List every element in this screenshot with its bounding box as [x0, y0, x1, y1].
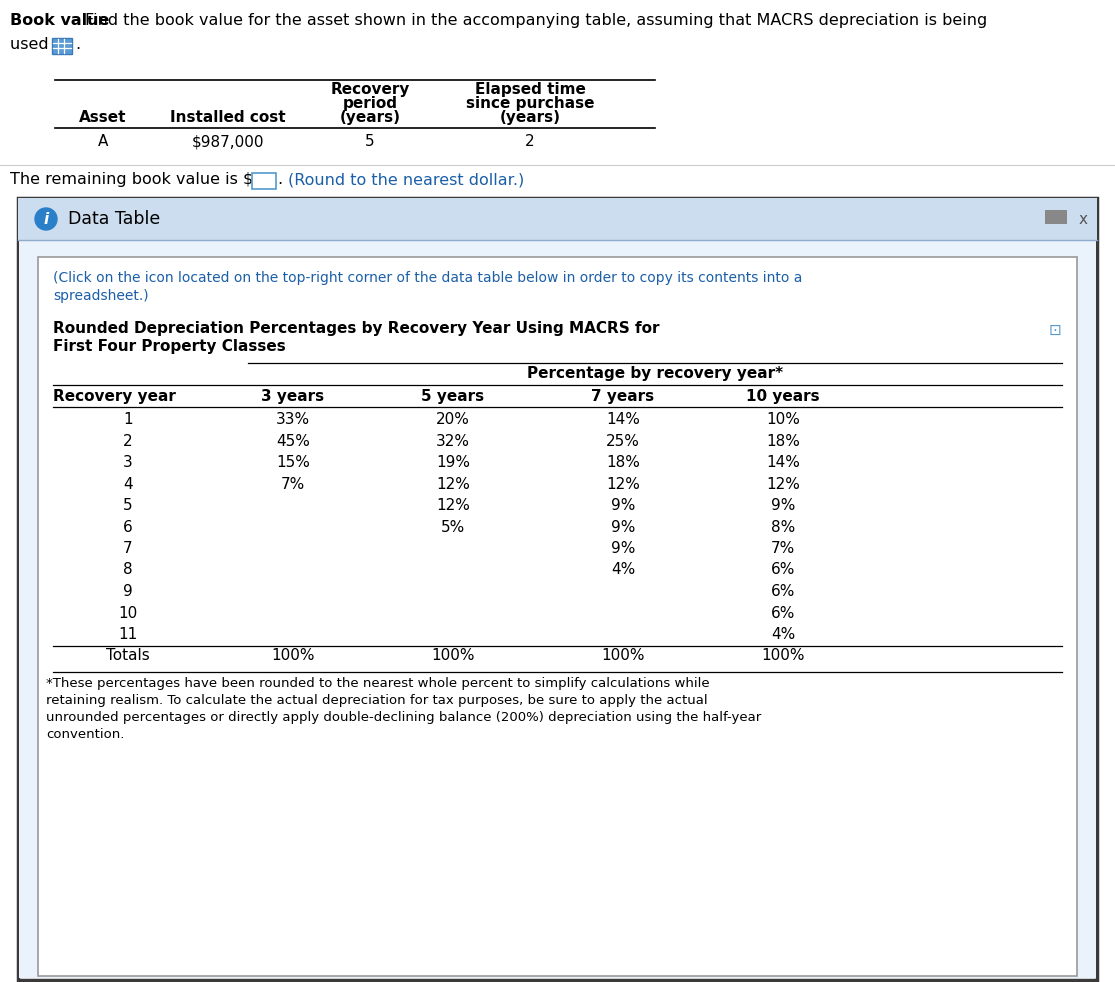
Text: 10 years: 10 years — [746, 389, 820, 404]
Text: 18%: 18% — [607, 455, 640, 470]
Text: 14%: 14% — [607, 412, 640, 427]
Text: 25%: 25% — [607, 433, 640, 449]
Text: Asset: Asset — [79, 110, 127, 125]
Text: since purchase: since purchase — [466, 96, 594, 111]
Text: Elapsed time: Elapsed time — [475, 82, 585, 97]
Text: Percentage by recovery year*: Percentage by recovery year* — [527, 366, 783, 381]
Text: 12%: 12% — [766, 476, 799, 492]
Text: Recovery year: Recovery year — [54, 389, 176, 404]
Text: 6%: 6% — [770, 584, 795, 599]
Text: 9: 9 — [123, 584, 133, 599]
Text: 100%: 100% — [601, 648, 644, 664]
Text: *These percentages have been rounded to the nearest whole percent to simplify ca: *These percentages have been rounded to … — [46, 677, 709, 690]
Text: 8%: 8% — [770, 519, 795, 534]
Text: 2: 2 — [123, 433, 133, 449]
Text: 5: 5 — [366, 134, 375, 149]
Bar — [38, 257, 1077, 976]
Text: (years): (years) — [500, 110, 561, 125]
Text: First Four Property Classes: First Four Property Classes — [54, 339, 285, 354]
Text: retaining realism. To calculate the actual depreciation for tax purposes, be sur: retaining realism. To calculate the actu… — [46, 694, 708, 707]
Text: 32%: 32% — [436, 433, 471, 449]
Text: 2: 2 — [525, 134, 535, 149]
Text: i: i — [43, 211, 49, 227]
Text: Installed cost: Installed cost — [171, 110, 285, 125]
Text: 100%: 100% — [432, 648, 475, 664]
Bar — [1045, 210, 1067, 224]
Text: 45%: 45% — [277, 433, 310, 449]
Text: 9%: 9% — [770, 498, 795, 513]
Text: period: period — [342, 96, 398, 111]
Text: 5%: 5% — [440, 519, 465, 534]
Text: 20%: 20% — [436, 412, 469, 427]
Text: .: . — [278, 172, 293, 187]
Text: Find the book value for the asset shown in the accompanying table, assuming that: Find the book value for the asset shown … — [85, 13, 987, 28]
Text: 3: 3 — [123, 455, 133, 470]
Text: 19%: 19% — [436, 455, 471, 470]
Text: 4%: 4% — [770, 627, 795, 642]
Text: 10%: 10% — [766, 412, 799, 427]
Text: 7: 7 — [123, 541, 133, 556]
Text: 6%: 6% — [770, 606, 795, 621]
Text: The remaining book value is $: The remaining book value is $ — [10, 172, 253, 187]
Text: 14%: 14% — [766, 455, 799, 470]
Bar — [18, 198, 1097, 240]
Bar — [252, 173, 277, 189]
Text: (years): (years) — [339, 110, 400, 125]
Text: 15%: 15% — [277, 455, 310, 470]
Circle shape — [35, 208, 57, 230]
Text: 3 years: 3 years — [261, 389, 324, 404]
Text: 12%: 12% — [607, 476, 640, 492]
Text: unrounded percentages or directly apply double-declining balance (200%) deprecia: unrounded percentages or directly apply … — [46, 711, 762, 724]
Text: ⊡: ⊡ — [1049, 323, 1061, 338]
Text: 11: 11 — [118, 627, 137, 642]
Text: (Click on the icon located on the top-right corner of the data table below in or: (Click on the icon located on the top-ri… — [54, 271, 803, 285]
Text: A: A — [98, 134, 108, 149]
Text: $987,000: $987,000 — [192, 134, 264, 149]
Text: Recovery: Recovery — [330, 82, 409, 97]
Text: 100%: 100% — [762, 648, 805, 664]
Text: convention.: convention. — [46, 728, 125, 741]
Text: (Round to the nearest dollar.): (Round to the nearest dollar.) — [288, 172, 524, 187]
Text: 10: 10 — [118, 606, 137, 621]
Text: 5 years: 5 years — [421, 389, 485, 404]
Text: 100%: 100% — [271, 648, 314, 664]
Text: 4%: 4% — [611, 563, 636, 577]
Bar — [19, 241, 1096, 978]
Text: 12%: 12% — [436, 476, 469, 492]
Text: 1: 1 — [123, 412, 133, 427]
Text: 9%: 9% — [611, 498, 636, 513]
Bar — [19, 241, 1096, 978]
Text: x: x — [1078, 211, 1087, 227]
Text: 6%: 6% — [770, 563, 795, 577]
Text: Rounded Depreciation Percentages by Recovery Year Using MACRS for: Rounded Depreciation Percentages by Reco… — [54, 321, 659, 336]
Text: 9%: 9% — [611, 541, 636, 556]
Bar — [52, 38, 72, 54]
Text: Book value: Book value — [10, 13, 109, 28]
Text: used: used — [10, 37, 54, 52]
Text: Totals: Totals — [106, 648, 149, 664]
Text: 7%: 7% — [281, 476, 306, 492]
Text: 8: 8 — [123, 563, 133, 577]
Text: 9%: 9% — [611, 519, 636, 534]
Text: .: . — [75, 37, 80, 52]
Text: 4: 4 — [123, 476, 133, 492]
Text: 6: 6 — [123, 519, 133, 534]
Text: 18%: 18% — [766, 433, 799, 449]
Text: 7 years: 7 years — [591, 389, 655, 404]
Text: 12%: 12% — [436, 498, 469, 513]
Text: 33%: 33% — [275, 412, 310, 427]
Text: 7%: 7% — [770, 541, 795, 556]
Text: spreadsheet.): spreadsheet.) — [54, 289, 148, 303]
Bar — [18, 198, 1097, 980]
Text: Data Table: Data Table — [68, 210, 161, 228]
Text: 5: 5 — [123, 498, 133, 513]
